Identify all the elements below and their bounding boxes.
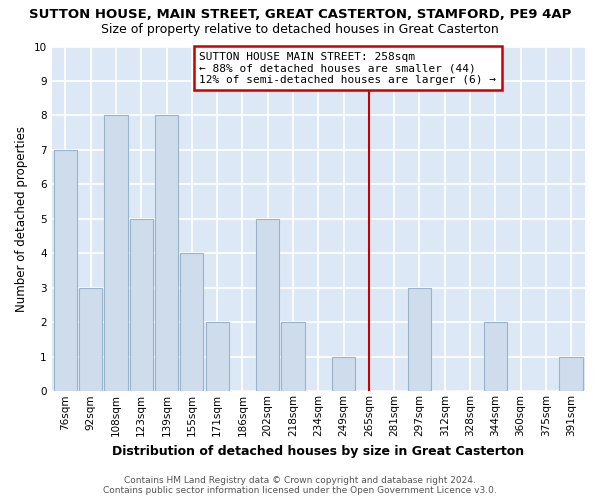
X-axis label: Distribution of detached houses by size in Great Casterton: Distribution of detached houses by size …	[112, 444, 524, 458]
Bar	[155, 116, 178, 392]
Text: SUTTON HOUSE, MAIN STREET, GREAT CASTERTON, STAMFORD, PE9 4AP: SUTTON HOUSE, MAIN STREET, GREAT CASTERT…	[29, 8, 571, 20]
Bar	[180, 254, 203, 392]
Bar	[206, 322, 229, 392]
Text: SUTTON HOUSE MAIN STREET: 258sqm
← 88% of detached houses are smaller (44)
12% o: SUTTON HOUSE MAIN STREET: 258sqm ← 88% o…	[199, 52, 496, 85]
Text: Contains HM Land Registry data © Crown copyright and database right 2024.
Contai: Contains HM Land Registry data © Crown c…	[103, 476, 497, 495]
Bar	[79, 288, 103, 392]
Bar	[130, 219, 153, 392]
Bar	[332, 357, 355, 392]
Bar	[559, 357, 583, 392]
Text: Size of property relative to detached houses in Great Casterton: Size of property relative to detached ho…	[101, 22, 499, 36]
Y-axis label: Number of detached properties: Number of detached properties	[15, 126, 28, 312]
Bar	[104, 116, 128, 392]
Bar	[256, 219, 280, 392]
Bar	[484, 322, 507, 392]
Bar	[54, 150, 77, 392]
Bar	[281, 322, 305, 392]
Bar	[408, 288, 431, 392]
